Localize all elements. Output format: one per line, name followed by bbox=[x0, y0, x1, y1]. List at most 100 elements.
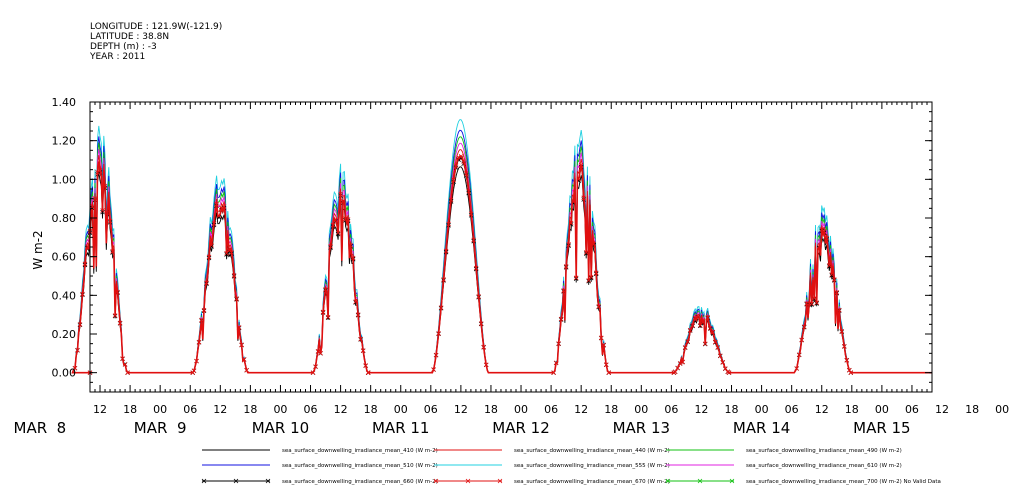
x-day-label: MAR 8 bbox=[14, 419, 67, 437]
series-marker bbox=[239, 342, 244, 348]
series-marker bbox=[433, 352, 439, 358]
x-hour-label: 06 bbox=[664, 403, 678, 416]
series-marker bbox=[675, 365, 680, 371]
legend-entry-label: sea_surface_downwelling_irradiance_mean_… bbox=[514, 463, 670, 469]
series-marker bbox=[811, 296, 817, 302]
series-marker bbox=[335, 230, 341, 236]
series-marker bbox=[814, 301, 820, 306]
series-marker bbox=[330, 222, 336, 228]
series-marker bbox=[358, 336, 363, 342]
x-hour-label: 00 bbox=[153, 403, 167, 416]
series-marker bbox=[847, 367, 852, 373]
series-marker bbox=[571, 199, 576, 204]
y-tick-label: 0.80 bbox=[52, 212, 77, 225]
x-hour-label: 00 bbox=[755, 403, 769, 416]
x-hour-label: 12 bbox=[454, 403, 468, 416]
x-hour-label: 18 bbox=[484, 403, 498, 416]
x-hour-label: 18 bbox=[604, 403, 618, 416]
latitude-text: LATITUDE : 38.8N bbox=[90, 32, 170, 42]
series-marker bbox=[328, 244, 333, 249]
series-marker bbox=[441, 277, 446, 282]
series-marker bbox=[448, 197, 454, 203]
series-marker bbox=[325, 314, 331, 320]
series-marker bbox=[110, 249, 115, 254]
series-marker bbox=[85, 244, 90, 250]
series-marker bbox=[340, 199, 346, 204]
x-hour-label: 12 bbox=[334, 403, 348, 416]
legend-marker bbox=[233, 478, 239, 484]
series-marker bbox=[221, 204, 227, 209]
series-marker bbox=[576, 176, 581, 182]
year-text: YEAR : 2011 bbox=[90, 52, 146, 62]
series-marker bbox=[722, 366, 728, 371]
series-marker bbox=[214, 201, 219, 207]
x-hour-label: 06 bbox=[424, 403, 438, 416]
series-marker bbox=[588, 274, 594, 280]
x-hour-label: 00 bbox=[634, 403, 648, 416]
series-marker bbox=[700, 319, 705, 325]
series-marker bbox=[453, 163, 459, 168]
series-marker bbox=[231, 273, 237, 278]
series-marker bbox=[436, 331, 441, 336]
y-tick-label: 1.20 bbox=[52, 135, 77, 148]
series-marker bbox=[842, 343, 847, 349]
series-marker bbox=[826, 263, 832, 268]
legend-entry-label: sea_surface_downwelling_irradiance_mean_… bbox=[282, 479, 438, 485]
legend-entry-label: sea_surface_downwelling_irradiance_mean_… bbox=[746, 463, 902, 469]
series-marker bbox=[586, 278, 591, 283]
series-marker bbox=[310, 370, 316, 375]
legend-entry-label: sea_surface_downwelling_irradiance_mean_… bbox=[282, 448, 438, 454]
series-marker bbox=[117, 320, 123, 326]
series-marker bbox=[72, 365, 78, 371]
series-marker bbox=[726, 370, 732, 375]
legend-marker bbox=[201, 478, 207, 484]
series-marker bbox=[120, 356, 125, 361]
x-hour-label: 06 bbox=[544, 403, 558, 416]
series-marker bbox=[603, 362, 609, 367]
series-marker bbox=[350, 255, 356, 261]
x-hour-label: 06 bbox=[183, 403, 197, 416]
series-marker bbox=[834, 290, 840, 295]
legend-marker bbox=[497, 478, 503, 484]
series-marker bbox=[466, 188, 471, 194]
series-marker bbox=[443, 248, 449, 254]
x-hour-label: 12 bbox=[815, 403, 829, 416]
plot-frame bbox=[89, 101, 933, 393]
series-marker bbox=[553, 360, 559, 366]
series-marker bbox=[194, 358, 199, 364]
series-marker bbox=[363, 363, 368, 368]
legend-marker bbox=[433, 478, 439, 484]
series-marker bbox=[801, 324, 807, 330]
x-hour-label: 18 bbox=[845, 403, 859, 416]
series-marker bbox=[100, 209, 105, 215]
series-marker bbox=[606, 370, 612, 375]
x-hour-label: 00 bbox=[273, 403, 287, 416]
y-tick-label: 0.00 bbox=[52, 367, 77, 380]
series-marker bbox=[481, 344, 486, 350]
series-marker bbox=[360, 348, 366, 353]
legend-entry-label: sea_surface_downwelling_irradiance_mean_… bbox=[514, 448, 670, 454]
series-marker bbox=[478, 321, 484, 326]
legend-marker bbox=[729, 478, 735, 484]
x-day-label: MAR 13 bbox=[613, 419, 670, 437]
series-marker bbox=[819, 227, 825, 232]
x-hour-label: 12 bbox=[213, 403, 227, 416]
series-marker bbox=[338, 191, 343, 197]
series-marker bbox=[682, 345, 688, 350]
series-marker bbox=[583, 250, 589, 255]
series-marker bbox=[561, 288, 566, 293]
x-hour-label: 00 bbox=[394, 403, 408, 416]
series-marker bbox=[844, 357, 850, 363]
x-hour-label: 06 bbox=[905, 403, 919, 416]
series-marker bbox=[685, 339, 690, 344]
series-marker bbox=[468, 211, 474, 217]
x-hour-label: 00 bbox=[995, 403, 1009, 416]
x-hour-label: 18 bbox=[243, 403, 257, 416]
legend-marker bbox=[665, 478, 671, 484]
series-marker bbox=[348, 242, 353, 248]
series-marker bbox=[690, 323, 695, 328]
series-marker bbox=[707, 325, 713, 331]
series-marker bbox=[82, 261, 88, 267]
x-day-label: MAR 11 bbox=[372, 419, 429, 437]
